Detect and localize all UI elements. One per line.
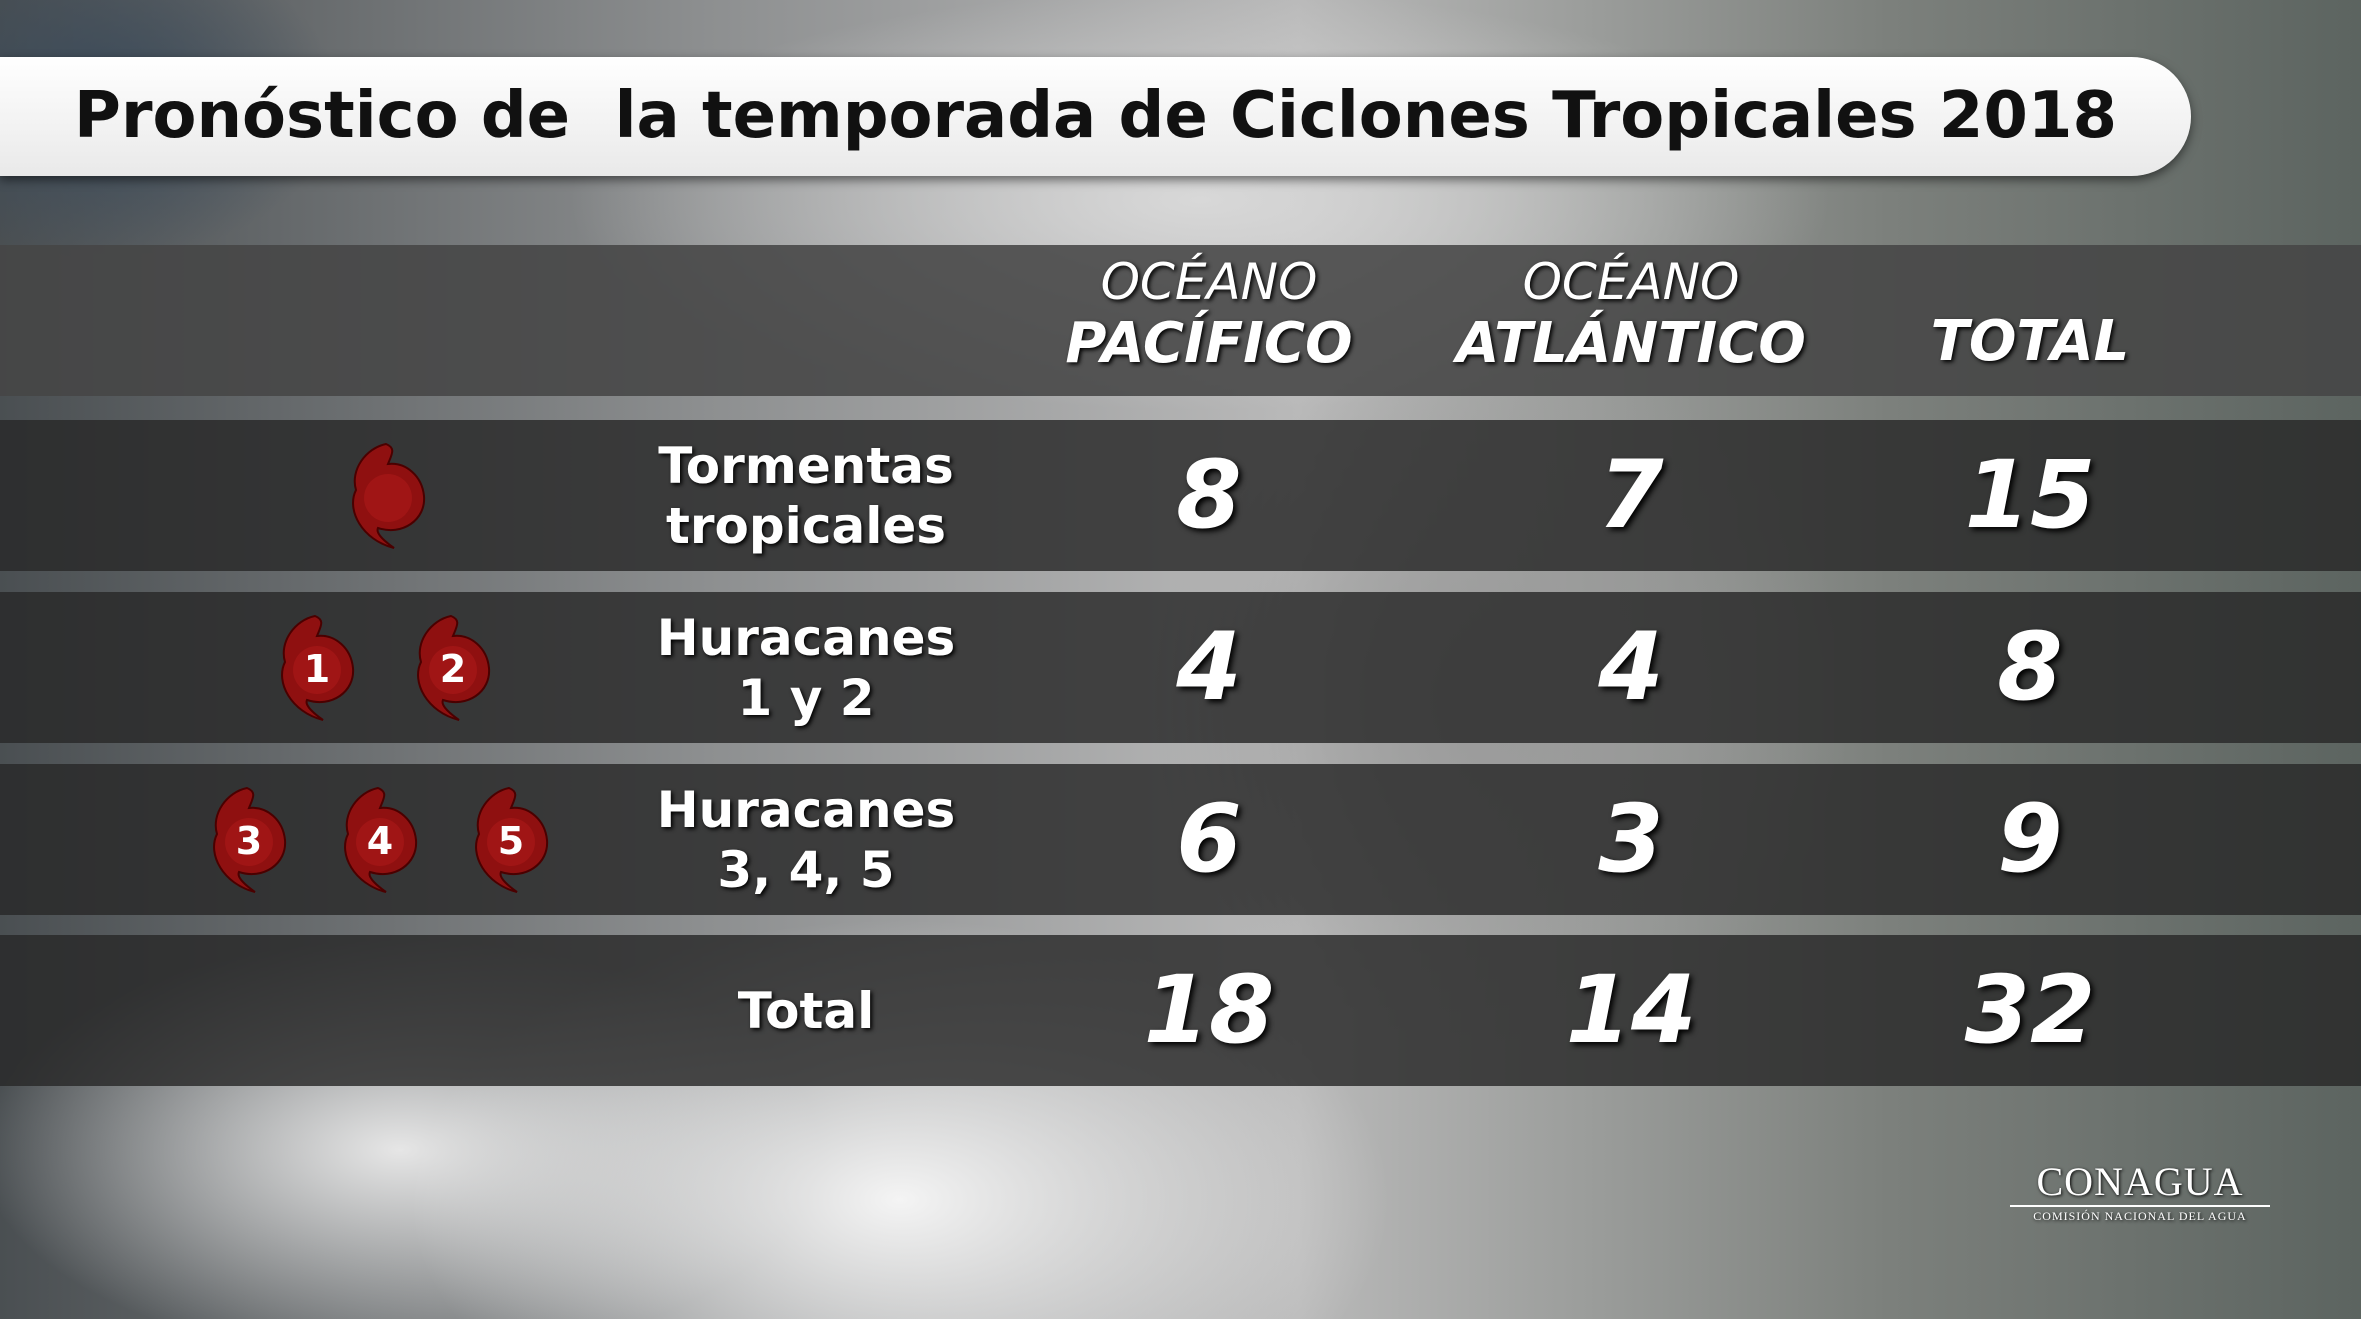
cell-value: 4 xyxy=(1176,612,1242,722)
cyclone-eye xyxy=(364,473,412,522)
cell-value: 8 xyxy=(1176,440,1242,550)
cell-value: 3 xyxy=(1598,784,1664,894)
column-header: OCÉANO ATLÁNTICO xyxy=(1421,252,1841,376)
cell-value: 9 xyxy=(1997,784,2063,894)
column-header-line: OCÉANO xyxy=(1522,253,1740,311)
cell-value: 32 xyxy=(1964,955,2096,1065)
column-header-line: TOTAL xyxy=(1930,309,2130,374)
cyclone-symbol: 4 xyxy=(344,786,418,893)
logo: CONAGUA COMISIÓN NACIONAL DEL AGUA xyxy=(2010,1158,2270,1224)
cyclone-eye xyxy=(356,817,404,866)
cyclone-symbol: 1 xyxy=(281,614,355,721)
title: Pronóstico de la temporada de Ciclones T… xyxy=(74,79,2117,153)
cell-value: 8 xyxy=(1997,612,2063,722)
row-label-line: Total xyxy=(737,981,875,1040)
cyclone-icon: 4 xyxy=(328,784,424,896)
cell-value: 4 xyxy=(1598,612,1664,722)
cyclone-symbol: 3 xyxy=(213,786,287,893)
column-header-line: PACÍFICO xyxy=(1065,311,1353,376)
cyclone-number: 3 xyxy=(236,819,262,863)
cell-value: 7 xyxy=(1598,440,1664,550)
row-label: Tormentas tropicales xyxy=(546,436,1066,556)
header-band xyxy=(0,245,2361,396)
row-label: Huracanes 1 y 2 xyxy=(546,608,1066,728)
cyclone-icon xyxy=(336,440,432,552)
cyclone-symbol: 2 xyxy=(417,614,491,721)
row-label-line: Tormentas xyxy=(658,436,954,495)
cell-value: 6 xyxy=(1176,784,1242,894)
row-label-line: Huracanes xyxy=(656,780,956,839)
cell-value: 15 xyxy=(1964,440,2096,550)
cyclone-number: 2 xyxy=(440,647,466,691)
logo-subtitle: COMISIÓN NACIONAL DEL AGUA xyxy=(2033,1209,2247,1223)
column-header: TOTAL xyxy=(1820,310,2240,374)
cyclone-eye xyxy=(225,817,273,866)
cyclone-number: 4 xyxy=(367,819,393,863)
column-header-line: OCÉANO xyxy=(1100,253,1318,311)
row-label: Huracanes 3, 4, 5 xyxy=(546,780,1066,900)
row-label-line: 1 y 2 xyxy=(737,668,875,727)
cyclone-icon: 3 xyxy=(197,784,293,896)
cyclone-symbol: 5 xyxy=(475,786,549,893)
cell-value: 14 xyxy=(1565,955,1697,1065)
cyclone-eye xyxy=(487,817,535,866)
cyclone-eye xyxy=(429,645,477,694)
column-header-line: ATLÁNTICO xyxy=(1456,311,1806,376)
cyclone-icon: 5 xyxy=(459,784,555,896)
cyclone-icon: 2 xyxy=(401,612,497,724)
row-label-line: Huracanes xyxy=(656,608,956,667)
row-band xyxy=(0,935,2361,1086)
row-label-line: tropicales xyxy=(665,496,947,555)
title-bar xyxy=(0,57,2191,176)
cyclone-number: 1 xyxy=(304,647,330,691)
row-label-line: 3, 4, 5 xyxy=(717,840,895,899)
cell-value: 18 xyxy=(1143,955,1275,1065)
column-header: OCÉANO PACÍFICO xyxy=(999,252,1419,376)
row-label: Total xyxy=(546,981,1066,1041)
logo-name: CONAGUA xyxy=(2010,1158,2270,1207)
cyclone-symbol xyxy=(352,442,426,549)
cyclone-number: 5 xyxy=(498,819,524,863)
cyclone-icon: 1 xyxy=(265,612,361,724)
row-band xyxy=(0,592,2361,743)
cyclone-eye xyxy=(293,645,341,694)
